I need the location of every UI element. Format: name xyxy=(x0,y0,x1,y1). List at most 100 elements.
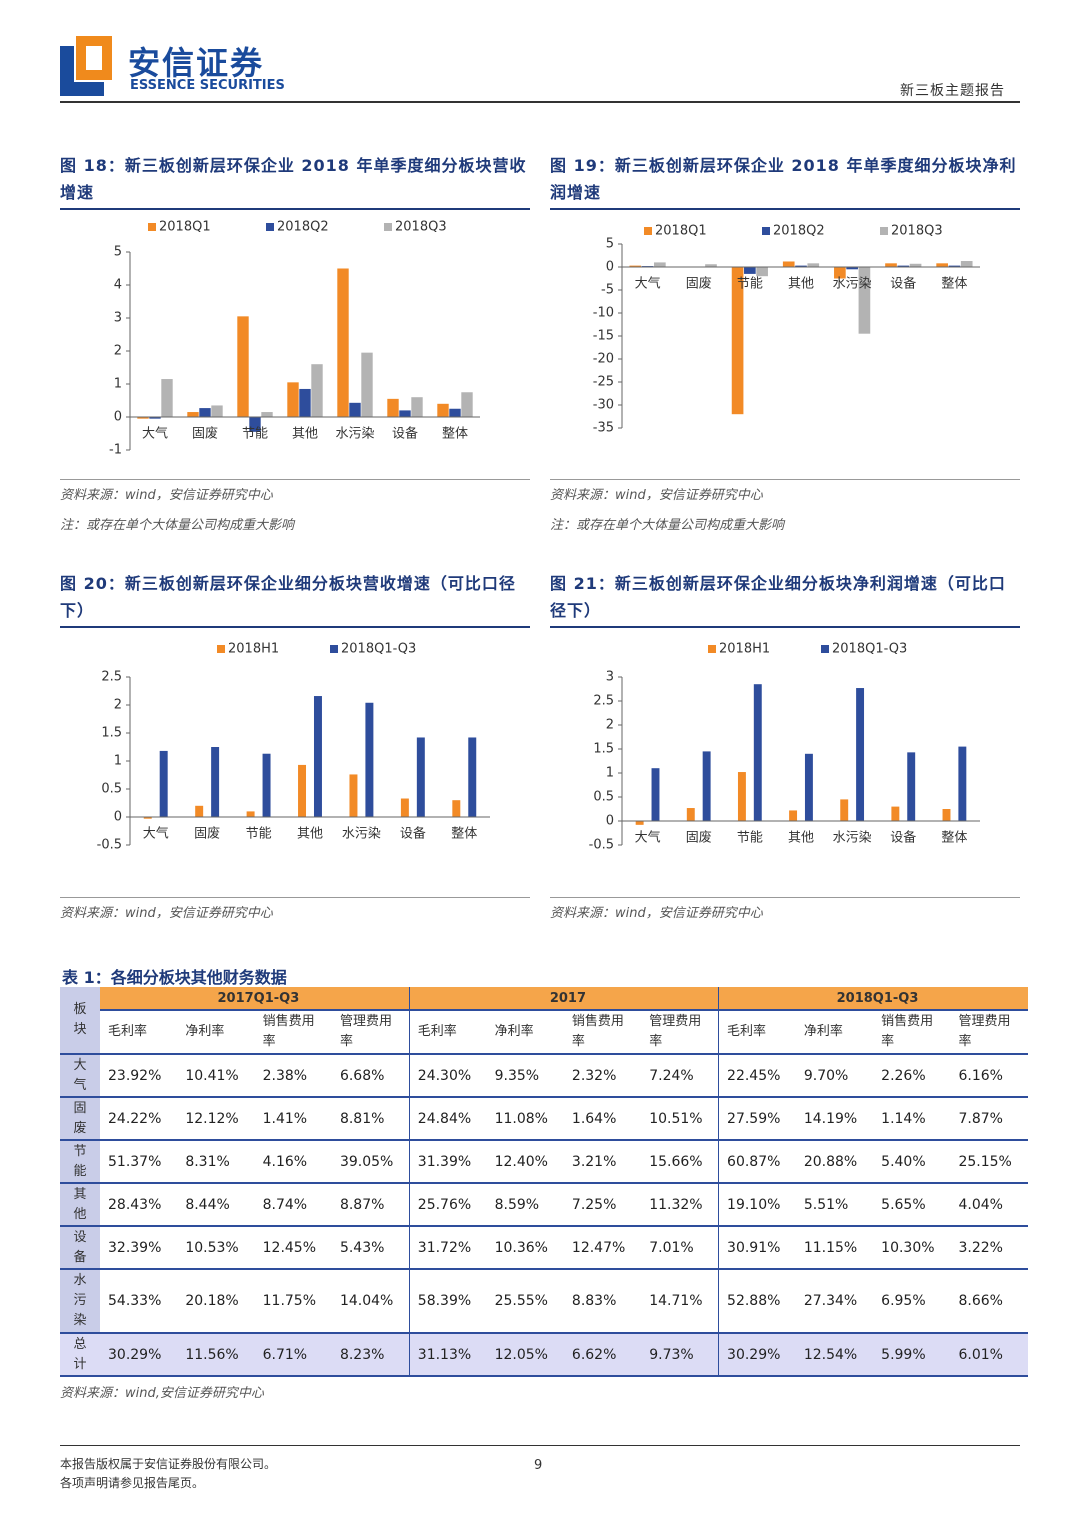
table-cell: 52.88% xyxy=(718,1269,796,1334)
table-cell: 31.13% xyxy=(408,1333,487,1377)
y-tick-label: -0.5 xyxy=(97,838,122,853)
legend-swatch xyxy=(880,227,888,235)
table-subheader-row: 毛利率 净利率 销售费用率 管理费用率 毛利率 净利率 销售费用率 管理费用率 毛利率 净利率 销售… xyxy=(60,1010,1028,1055)
bar xyxy=(942,809,951,821)
table-cell: 6.62% xyxy=(563,1333,642,1377)
bar xyxy=(907,752,916,821)
x-tick-label: 其他 xyxy=(788,277,814,292)
table-cell: 14.19% xyxy=(795,1097,874,1141)
bar xyxy=(449,408,461,417)
table-cell: 20.18% xyxy=(177,1269,255,1334)
bar xyxy=(411,397,423,417)
bar xyxy=(249,417,261,432)
table-cell: 6.68% xyxy=(331,1054,410,1098)
bar xyxy=(261,412,273,417)
x-tick-label: 固废 xyxy=(192,426,218,442)
x-tick-label: 固废 xyxy=(686,276,712,292)
bar xyxy=(702,751,711,821)
table-cell: 24.84% xyxy=(408,1097,487,1141)
table-cell: 15.66% xyxy=(641,1140,719,1184)
y-tick-label: -15 xyxy=(593,329,614,344)
y-tick-label: 3 xyxy=(606,670,614,685)
table-cell: 32.39% xyxy=(100,1226,178,1270)
column-header: 管理费用率 xyxy=(331,1010,410,1055)
column-header: 净利率 xyxy=(177,1010,255,1055)
table-cell: 8.59% xyxy=(486,1183,564,1227)
y-tick-label: 0 xyxy=(114,810,122,825)
corner-cell: 板块 xyxy=(60,987,100,1055)
legend-swatch xyxy=(384,223,392,231)
table-cell: 58.39% xyxy=(408,1269,487,1334)
bar xyxy=(452,800,461,817)
figure-title: 图 21：新三板创新层环保企业细分板块净利润增速（可比口径下） xyxy=(550,570,1020,628)
source: 资料来源：wind，安信证券研究中心 xyxy=(550,479,1020,503)
x-tick-label: 大气 xyxy=(142,426,168,442)
x-tick-label: 水污染 xyxy=(342,827,381,842)
table-cell: 9.73% xyxy=(641,1333,719,1377)
table-cell: 60.87% xyxy=(718,1140,796,1184)
table-cell: 19.10% xyxy=(718,1183,796,1227)
figure-title: 图 18：新三板创新层环保企业 2018 年单季度细分板块营收增速 xyxy=(60,152,530,210)
table-cell: 6.01% xyxy=(950,1333,1028,1377)
bar xyxy=(731,267,744,415)
table-cell: 8.87% xyxy=(331,1183,410,1227)
footer-rule xyxy=(60,1445,1020,1446)
table-cell: 12.12% xyxy=(177,1097,255,1141)
bar xyxy=(399,410,411,417)
x-tick-label: 设备 xyxy=(392,426,418,442)
table-cell: 9.70% xyxy=(795,1054,874,1098)
note: 注：或存在单个大体量公司构成重大影响 xyxy=(550,518,785,533)
notice: 各项声明请参见报告尾页。 xyxy=(60,1476,205,1490)
table-cell: 4.16% xyxy=(254,1140,332,1184)
table-cell: 2.38% xyxy=(254,1054,332,1098)
table-cell: 31.72% xyxy=(408,1226,487,1270)
bar xyxy=(960,261,973,267)
table-cell: 11.08% xyxy=(486,1097,564,1141)
y-tick-label: 0 xyxy=(606,260,614,275)
table-cell: 5.65% xyxy=(873,1183,951,1227)
column-header: 管理费用率 xyxy=(950,1010,1028,1055)
legend-label: 2018Q2 xyxy=(277,220,329,235)
bar xyxy=(161,379,173,417)
table-cell: 27.34% xyxy=(795,1269,874,1334)
table-cell: 10.41% xyxy=(177,1054,255,1098)
table-cell: 8.23% xyxy=(331,1333,410,1377)
table-cell: 27.59% xyxy=(718,1097,796,1141)
bar xyxy=(635,821,644,825)
column-header: 毛利率 xyxy=(408,1010,487,1055)
legend-swatch xyxy=(821,645,829,653)
table-cell: 9.35% xyxy=(486,1054,564,1098)
y-tick-label: 2 xyxy=(114,344,122,359)
y-tick-label: -10 xyxy=(593,306,614,321)
legend-swatch xyxy=(330,645,338,653)
bar xyxy=(416,737,425,817)
row-label: 设备 xyxy=(60,1226,100,1270)
table-cell: 14.71% xyxy=(641,1269,719,1334)
x-tick-label: 大气 xyxy=(635,276,661,292)
table-cell: 51.37% xyxy=(100,1140,178,1184)
table-cell: 7.87% xyxy=(950,1097,1028,1141)
legend-label: 2018Q3 xyxy=(891,224,943,239)
header-rule xyxy=(60,101,1020,103)
bar xyxy=(137,417,149,419)
table-cell: 5.51% xyxy=(795,1183,874,1227)
table-cell: 12.05% xyxy=(486,1333,564,1377)
legend-label: 2018Q1 xyxy=(159,220,211,235)
y-tick-label: 1 xyxy=(606,766,614,781)
bar xyxy=(885,263,897,267)
legend-label: 2018H1 xyxy=(719,642,770,657)
y-tick-label: 4 xyxy=(114,278,122,293)
table-cell: 20.88% xyxy=(795,1140,874,1184)
bar xyxy=(686,808,695,821)
table-row: 节能 51.37% 8.31% 4.16% 39.05% 31.39% 12.40% 3.21… xyxy=(60,1140,1028,1184)
table-cell: 8.81% xyxy=(331,1097,410,1141)
source: 资料来源：wind，安信证券研究中心 xyxy=(60,479,530,503)
table-cell: 30.91% xyxy=(718,1226,796,1270)
y-tick-label: 3 xyxy=(114,311,122,326)
table-cell: 31.39% xyxy=(408,1140,487,1184)
bar xyxy=(143,817,152,819)
x-tick-label: 其他 xyxy=(788,831,814,846)
y-tick-label: 2 xyxy=(606,718,614,733)
group-header: 2018Q1-Q3 xyxy=(718,987,1028,1011)
